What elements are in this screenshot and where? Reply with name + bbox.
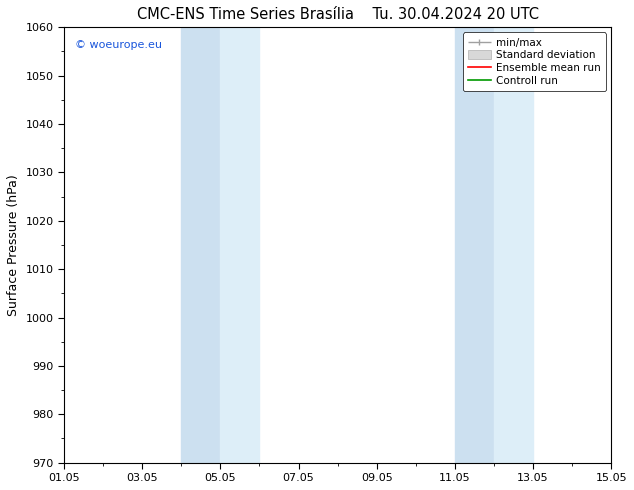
Y-axis label: Surface Pressure (hPa): Surface Pressure (hPa): [7, 174, 20, 316]
Bar: [181, 27, 221, 463]
Bar: [494, 27, 533, 463]
Bar: [221, 27, 259, 463]
Bar: [455, 27, 494, 463]
Legend: min/max, Standard deviation, Ensemble mean run, Controll run: min/max, Standard deviation, Ensemble me…: [463, 32, 606, 91]
Title: CMC-ENS Time Series Brasília    Tu. 30.04.2024 20 UTC: CMC-ENS Time Series Brasília Tu. 30.04.2…: [137, 7, 539, 22]
Text: © woeurope.eu: © woeurope.eu: [75, 40, 162, 50]
